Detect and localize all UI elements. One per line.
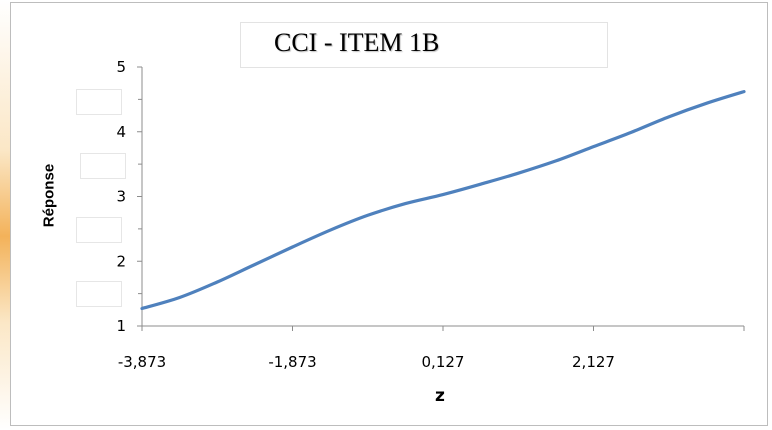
slide-accent-strip xyxy=(0,0,10,430)
chart-frame xyxy=(10,2,768,426)
series-line xyxy=(140,90,746,311)
empty-label-box xyxy=(76,217,122,243)
y-tick-label: 2 xyxy=(116,252,126,270)
title-placeholder-box xyxy=(240,22,608,68)
x-tick-label: 2,127 xyxy=(572,353,615,371)
y-tick-label: 1 xyxy=(116,317,126,335)
empty-label-box xyxy=(76,89,122,115)
x-tick-label: 0,127 xyxy=(422,353,465,371)
y-tick-label: 3 xyxy=(116,188,126,206)
x-tick-label: -3,873 xyxy=(118,353,166,371)
chart-title: CCI - ITEM 1B xyxy=(274,28,440,57)
empty-label-box xyxy=(76,281,122,307)
y-tick-label: 4 xyxy=(116,123,126,141)
x-tick-label: -1,873 xyxy=(268,353,316,371)
x-axis-title: z xyxy=(435,386,445,406)
y-tick-label: 5 xyxy=(116,58,126,76)
empty-label-box xyxy=(80,153,126,179)
